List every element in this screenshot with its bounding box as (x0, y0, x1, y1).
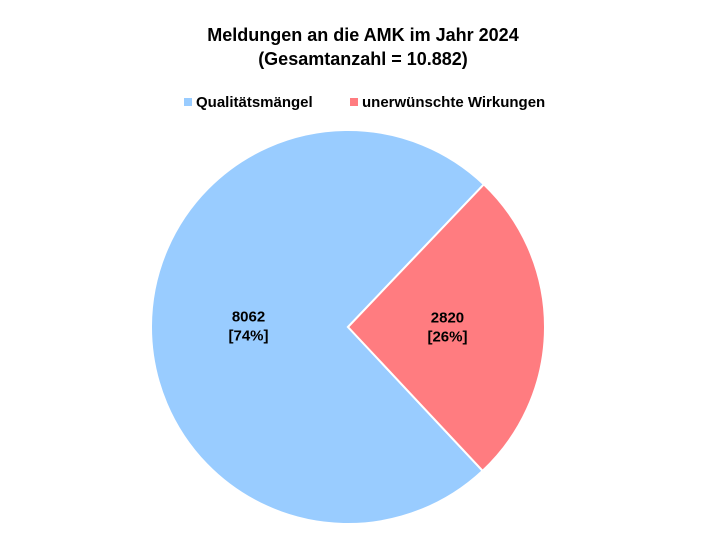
legend-swatch (350, 98, 358, 106)
chart-subtitle: (Gesamtanzahl = 10.882) (258, 49, 468, 69)
data-label: [26%] (427, 328, 467, 345)
chart-title: Meldungen an die AMK im Jahr 2024 (207, 25, 518, 45)
data-label: [74%] (229, 328, 269, 345)
pie-slice (346, 182, 546, 473)
data-label: 8062 (232, 309, 265, 326)
legend-label: unerwünschte Wirkungen (362, 94, 545, 111)
legend-label: Qualitätsmängel (196, 94, 313, 111)
data-label: 2820 (431, 309, 464, 326)
pie-slice (150, 129, 486, 525)
legend-swatch (184, 98, 192, 106)
